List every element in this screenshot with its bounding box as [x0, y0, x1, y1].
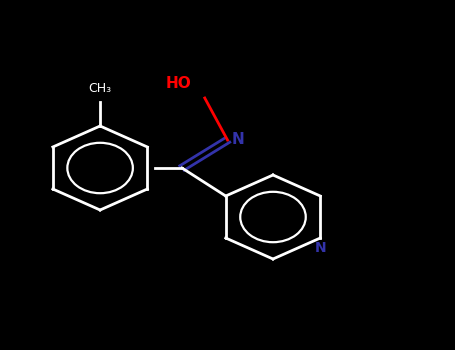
- Text: CH₃: CH₃: [89, 82, 111, 95]
- Text: HO: HO: [165, 76, 191, 91]
- Text: N: N: [314, 241, 326, 255]
- Text: N: N: [232, 133, 245, 147]
